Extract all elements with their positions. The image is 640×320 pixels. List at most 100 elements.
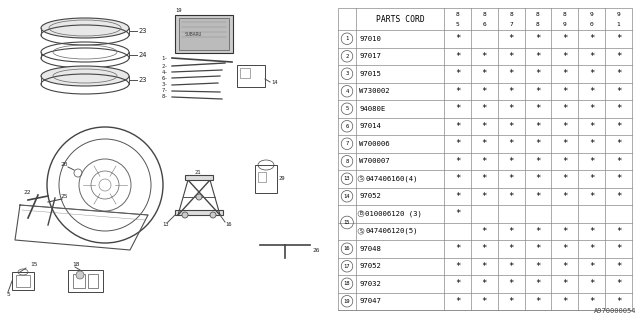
Text: *: *	[616, 52, 621, 61]
Text: *: *	[562, 69, 568, 78]
Text: *: *	[508, 244, 514, 253]
Text: *: *	[562, 244, 568, 253]
Text: *: *	[535, 34, 541, 43]
Text: *: *	[481, 297, 487, 306]
Bar	[237, 65, 265, 87]
Bar	[88, 274, 98, 288]
Text: *: *	[589, 34, 595, 43]
Bar	[16, 275, 30, 287]
Text: *: *	[562, 227, 568, 236]
Bar	[255, 165, 277, 193]
Text: 8: 8	[483, 12, 486, 17]
Text: *: *	[508, 174, 514, 183]
Text: *: *	[535, 69, 541, 78]
Text: 97015: 97015	[359, 71, 381, 77]
Text: 21: 21	[195, 170, 202, 174]
Text: *: *	[455, 209, 460, 218]
Text: *: *	[508, 87, 514, 96]
Text: *: *	[562, 157, 568, 166]
Text: *: *	[616, 139, 621, 148]
Text: 5: 5	[6, 292, 10, 298]
Text: 8-: 8-	[161, 94, 168, 100]
Text: *: *	[589, 297, 595, 306]
Text: 29: 29	[279, 177, 285, 181]
Text: 8: 8	[509, 12, 513, 17]
Text: *: *	[589, 244, 595, 253]
Text: S: S	[360, 229, 362, 234]
Text: B: B	[360, 211, 362, 216]
Bar	[73, 274, 85, 288]
Text: *: *	[481, 69, 487, 78]
Text: 8: 8	[563, 12, 567, 17]
Text: *: *	[535, 279, 541, 288]
Text: 97017: 97017	[359, 53, 381, 59]
Text: *: *	[481, 157, 487, 166]
Text: 22: 22	[23, 189, 31, 195]
Text: *: *	[455, 69, 460, 78]
Text: *: *	[508, 192, 514, 201]
Text: W730002: W730002	[359, 88, 390, 94]
Text: 4-: 4-	[161, 69, 168, 75]
Text: *: *	[455, 139, 460, 148]
Text: 97052: 97052	[359, 193, 381, 199]
Text: 13: 13	[344, 176, 350, 181]
Bar	[338, 8, 632, 310]
Text: 8: 8	[346, 159, 349, 164]
Text: 18: 18	[72, 262, 79, 268]
Text: *: *	[481, 279, 487, 288]
Text: *: *	[481, 174, 487, 183]
Text: 010006120 (3): 010006120 (3)	[365, 211, 422, 217]
Text: 14: 14	[344, 194, 350, 199]
Text: *: *	[562, 139, 568, 148]
Text: *: *	[562, 34, 568, 43]
Text: *: *	[508, 69, 514, 78]
Text: 97014: 97014	[359, 123, 381, 129]
Text: 1: 1	[346, 36, 349, 41]
Text: *: *	[455, 297, 460, 306]
Text: 4: 4	[346, 89, 349, 94]
Text: 16: 16	[344, 246, 350, 251]
Text: *: *	[535, 244, 541, 253]
Text: 97032: 97032	[359, 281, 381, 287]
Text: *: *	[481, 122, 487, 131]
Text: *: *	[455, 104, 460, 113]
Bar	[179, 18, 229, 50]
Text: 23: 23	[138, 77, 147, 83]
Text: 19: 19	[175, 7, 182, 12]
Text: 13: 13	[162, 222, 168, 228]
Text: *: *	[508, 297, 514, 306]
Text: *: *	[535, 174, 541, 183]
Text: *: *	[616, 34, 621, 43]
Text: *: *	[589, 52, 595, 61]
Text: *: *	[562, 52, 568, 61]
Text: *: *	[535, 122, 541, 131]
Text: *: *	[589, 227, 595, 236]
Text: W700007: W700007	[359, 158, 390, 164]
Text: *: *	[589, 174, 595, 183]
Text: *: *	[508, 262, 514, 271]
Text: 15: 15	[30, 262, 38, 268]
Text: 7: 7	[509, 21, 513, 27]
Text: *: *	[616, 279, 621, 288]
Text: *: *	[616, 104, 621, 113]
Text: 97048: 97048	[359, 246, 381, 252]
Text: *: *	[616, 122, 621, 131]
Ellipse shape	[196, 194, 202, 200]
Text: 24: 24	[138, 52, 147, 58]
Bar	[68, 270, 103, 292]
Text: 9: 9	[617, 12, 620, 17]
Text: *: *	[589, 69, 595, 78]
Text: *: *	[535, 157, 541, 166]
Bar	[175, 15, 233, 53]
Text: *: *	[616, 297, 621, 306]
Text: 97010: 97010	[359, 36, 381, 42]
Text: *: *	[455, 262, 460, 271]
Text: *: *	[455, 52, 460, 61]
Text: 6: 6	[346, 124, 349, 129]
Text: 23: 23	[138, 28, 147, 34]
Text: *: *	[562, 122, 568, 131]
Text: 7-: 7-	[161, 89, 168, 93]
Text: *: *	[589, 262, 595, 271]
Text: 17: 17	[344, 264, 350, 269]
Text: *: *	[481, 104, 487, 113]
